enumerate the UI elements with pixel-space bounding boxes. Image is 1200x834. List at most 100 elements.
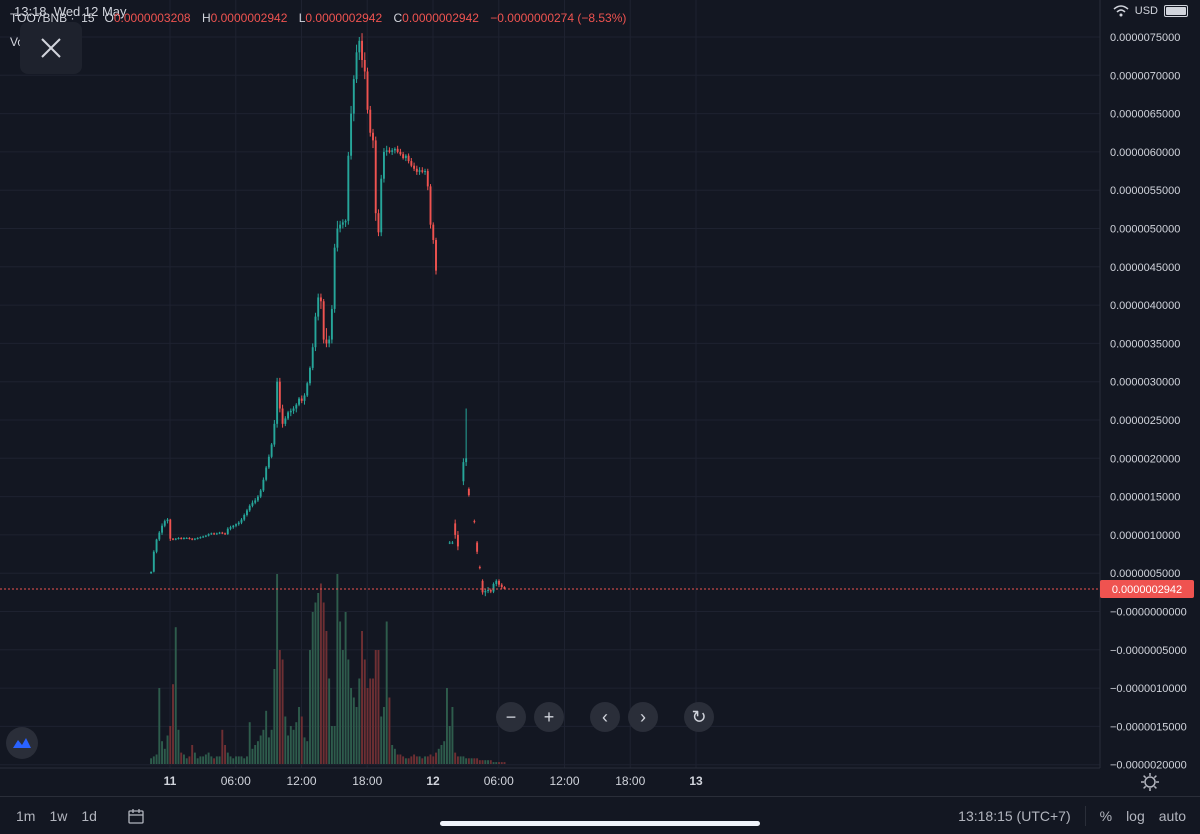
currency-badge[interactable]: USD: [1134, 5, 1158, 17]
candle-body: [498, 580, 500, 585]
candle-body: [314, 316, 317, 348]
candle-body: [185, 537, 188, 539]
volume-bar: [465, 758, 468, 764]
volume-bar: [248, 722, 251, 764]
candle-body: [254, 500, 257, 503]
time-axis: 11 06:00 12:00 18:00 12 06:00 12:00 18:00 13: [164, 774, 703, 788]
price-tick-label: −0.0000000000: [1110, 607, 1187, 619]
volume-bar: [470, 758, 473, 764]
price-tick-label: −0.0000010000: [1110, 683, 1187, 695]
volume-bar: [437, 748, 440, 764]
volume-bar: [377, 650, 380, 764]
candle-body: [456, 534, 459, 547]
candle-body: [278, 381, 281, 409]
price-tick-label: 0.0000015000: [1110, 492, 1180, 504]
volume-bar: [413, 754, 416, 764]
volume-bar: [191, 745, 194, 764]
zoom-in-button[interactable]: +: [534, 702, 564, 732]
candle-body: [448, 542, 451, 544]
volume-bar: [270, 729, 273, 764]
volume-bar: [399, 754, 402, 764]
price-tick-label: 0.0000035000: [1110, 338, 1180, 350]
scroll-right-button[interactable]: ›: [628, 702, 658, 732]
clock-label[interactable]: 13:18:15 (UTC+7): [958, 807, 1071, 824]
auto-toggle[interactable]: auto: [1158, 807, 1186, 824]
candle-body: [350, 113, 353, 156]
candle-body: [191, 538, 194, 540]
price-tick-label: 0.0000055000: [1110, 185, 1180, 197]
price-chart[interactable]: 0.0000075000 0.0000070000 0.0000065000 0.00…: [0, 0, 1200, 796]
candle-body: [363, 59, 366, 72]
candle-body: [298, 398, 300, 405]
volume-bar: [300, 716, 303, 764]
volume-bar: [218, 756, 221, 764]
candle-body: [202, 536, 205, 538]
candle-body: [415, 168, 418, 172]
ios-status-bar: 13:18 Wed 12 May: [14, 4, 127, 19]
volume-bar: [361, 631, 363, 764]
candle-body: [317, 297, 320, 317]
volume-bar: [445, 688, 448, 764]
calendar-icon[interactable]: [127, 807, 145, 825]
volume-bar: [484, 760, 487, 764]
tradingview-logo[interactable]: [6, 727, 38, 759]
volume-bar: [166, 735, 169, 764]
time-tick-label: 13: [689, 774, 703, 788]
candle-body: [180, 537, 183, 539]
timeframe-1d[interactable]: 1d: [81, 807, 97, 824]
volume-bar: [254, 745, 257, 764]
candle-body: [399, 151, 402, 155]
reset-chart-button[interactable]: ↻: [684, 702, 714, 732]
log-toggle[interactable]: log: [1126, 807, 1145, 824]
volume-bar: [180, 752, 183, 764]
candle-body: [292, 408, 295, 411]
percent-toggle[interactable]: %: [1099, 807, 1113, 824]
candle-body: [306, 383, 309, 396]
volume-bar: [448, 726, 451, 764]
candle-body: [500, 584, 503, 587]
volume-bar: [196, 758, 199, 764]
volume-bar: [459, 756, 462, 764]
volume-bar: [358, 678, 361, 764]
candle-body: [432, 224, 435, 240]
timeframe-1m[interactable]: 1m: [16, 807, 36, 824]
candle-body: [166, 519, 169, 522]
interval-label[interactable]: 15: [81, 11, 95, 25]
symbol-label[interactable]: TOO7BNB: [10, 11, 68, 25]
volume-bar: [498, 762, 500, 764]
candle-body: [237, 522, 240, 525]
candle-body: [256, 496, 259, 501]
scroll-left-button[interactable]: ‹: [590, 702, 620, 732]
volume-bar: [396, 754, 399, 764]
candle-body: [473, 521, 476, 523]
close-key: C: [393, 11, 403, 25]
candle-body: [435, 239, 437, 271]
change-value: −0.0000000274 (−8.53%): [490, 11, 627, 25]
volume-bar: [240, 756, 243, 764]
timeframe-1w[interactable]: 1w: [49, 807, 68, 824]
volume-bar: [295, 722, 298, 764]
volume-bar: [237, 756, 240, 764]
volume-bar: [163, 748, 166, 764]
volume-bar: [246, 756, 248, 764]
candle-body: [467, 488, 470, 496]
candle-body: [382, 151, 385, 179]
candle-body: [451, 542, 454, 544]
volume-bar: [161, 741, 164, 764]
volume-bar: [298, 707, 300, 764]
settings-gear-icon[interactable]: [1140, 772, 1160, 792]
candle-body: [426, 171, 429, 187]
zoom-out-button[interactable]: −: [496, 702, 526, 732]
high-value: 0.0000002942: [210, 11, 288, 25]
close-button[interactable]: [20, 22, 82, 74]
candle-body: [478, 567, 481, 569]
last-price-label: 0.0000002942: [1112, 584, 1182, 596]
candle-body: [295, 404, 298, 409]
candle-body: [262, 479, 265, 491]
price-tick-label: 0.0000005000: [1110, 568, 1180, 580]
candle-body: [152, 551, 155, 572]
candle-body: [163, 521, 166, 526]
volume-bar: [366, 688, 369, 764]
volume-bar: [426, 756, 429, 764]
candle-body: [174, 538, 177, 540]
